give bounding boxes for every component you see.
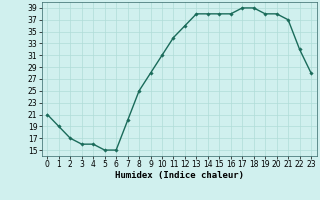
- X-axis label: Humidex (Indice chaleur): Humidex (Indice chaleur): [115, 171, 244, 180]
